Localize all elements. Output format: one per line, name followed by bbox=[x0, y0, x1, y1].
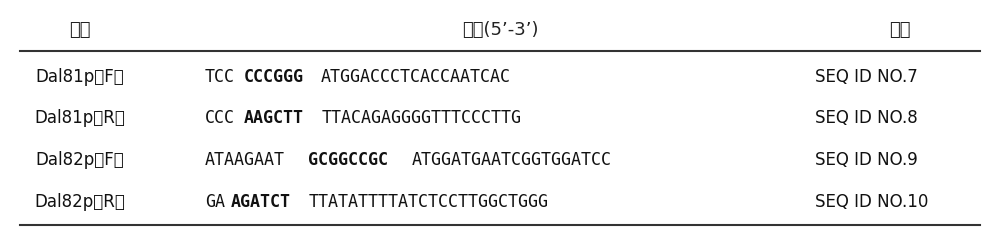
Text: SEQ ID NO.8: SEQ ID NO.8 bbox=[815, 109, 918, 127]
Text: ATGGACCCTCACCAATCAC: ATGGACCCTCACCAATCAC bbox=[321, 67, 511, 85]
Text: GA: GA bbox=[205, 192, 225, 210]
Text: GCGGCCGC: GCGGCCGC bbox=[308, 150, 388, 168]
Text: TTATATTTTATCTCCTTGGCTGGG: TTATATTTTATCTCCTTGGCTGGG bbox=[308, 192, 548, 210]
Text: ATGGATGAATCGGTGGATCC: ATGGATGAATCGGTGGATCC bbox=[411, 150, 611, 168]
Text: SEQ ID NO.10: SEQ ID NO.10 bbox=[815, 192, 928, 210]
Text: ATAAGAAT: ATAAGAAT bbox=[205, 150, 285, 168]
Text: Dal81p（F）: Dal81p（F） bbox=[36, 67, 124, 85]
Text: TCC: TCC bbox=[205, 67, 235, 85]
Text: Dal82p（R）: Dal82p（R） bbox=[35, 192, 125, 210]
Text: CCCGGG: CCCGGG bbox=[244, 67, 304, 85]
Text: Dal82p（F）: Dal82p（F） bbox=[36, 150, 124, 168]
Text: SEQ ID NO.9: SEQ ID NO.9 bbox=[815, 150, 918, 168]
Text: 编号: 编号 bbox=[889, 21, 911, 39]
Text: CCC: CCC bbox=[205, 109, 235, 127]
Text: SEQ ID NO.7: SEQ ID NO.7 bbox=[815, 67, 918, 85]
Text: AGATCT: AGATCT bbox=[231, 192, 291, 210]
Text: TTACAGAGGGGTTTCCCTTG: TTACAGAGGGGTTTCCCTTG bbox=[321, 109, 521, 127]
Text: AAGCTT: AAGCTT bbox=[244, 109, 304, 127]
Text: 序列(5’-3’): 序列(5’-3’) bbox=[462, 21, 538, 39]
Text: Dal81p（R）: Dal81p（R） bbox=[35, 109, 125, 127]
Text: 引物: 引物 bbox=[69, 21, 91, 39]
